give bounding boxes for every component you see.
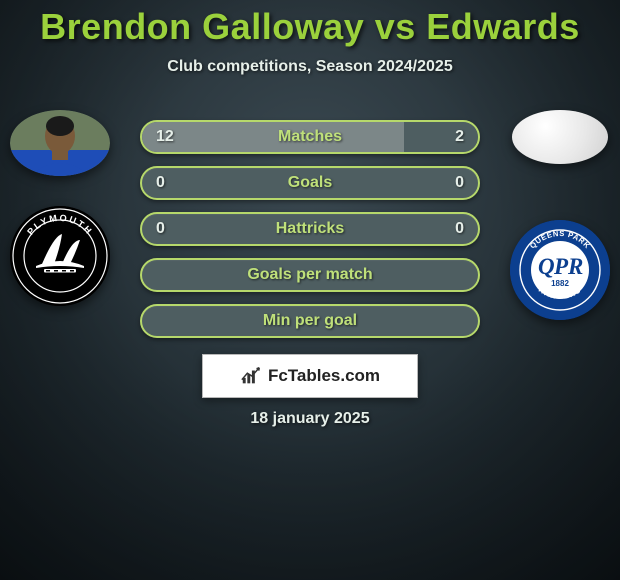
left-player-photo — [10, 110, 110, 176]
stat-label: Matches — [278, 128, 342, 146]
left-player-column: PLYMOUTH — [0, 110, 120, 306]
stat-label: Min per goal — [263, 312, 357, 330]
chart-icon — [240, 365, 262, 387]
stat-row: 0 0 Hattricks — [140, 212, 480, 246]
stat-row: 12 2 Matches — [140, 120, 480, 154]
stat-value-left: 0 — [156, 220, 165, 238]
stat-label: Hattricks — [276, 220, 344, 238]
right-player-column: QUEENS PARK RANGERS Q P R 1882 — [500, 110, 620, 320]
brand-box: FcTables.com — [202, 354, 418, 398]
left-club-badge: PLYMOUTH — [10, 206, 110, 306]
svg-text:1882: 1882 — [551, 279, 569, 288]
stat-value-right: 2 — [455, 128, 464, 146]
svg-text:Q: Q — [538, 254, 555, 279]
stat-value-left: 0 — [156, 174, 165, 192]
stats-panel: 12 2 Matches 0 0 Goals 0 0 Hattricks Goals per ma… — [140, 120, 480, 338]
stat-value-right: 0 — [455, 220, 464, 238]
date-line: 18 january 2025 — [0, 410, 620, 428]
right-player-photo — [512, 110, 608, 164]
stat-label: Goals per match — [247, 266, 372, 284]
stat-fill-left — [142, 122, 404, 152]
stat-row: Min per goal — [140, 304, 480, 338]
svg-text:P: P — [553, 254, 569, 279]
svg-text:R: R — [567, 254, 583, 279]
brand-text: FcTables.com — [268, 366, 380, 386]
stat-value-right: 0 — [455, 174, 464, 192]
stat-label: Goals — [288, 174, 332, 192]
page-title: Brendon Galloway vs Edwards — [0, 0, 620, 48]
stat-row: 0 0 Goals — [140, 166, 480, 200]
stat-value-left: 12 — [156, 128, 174, 146]
stat-row: Goals per match — [140, 258, 480, 292]
stat-fill-right — [404, 122, 478, 152]
subtitle: Club competitions, Season 2024/2025 — [0, 58, 620, 76]
right-club-badge: QUEENS PARK RANGERS Q P R 1882 — [510, 220, 610, 320]
